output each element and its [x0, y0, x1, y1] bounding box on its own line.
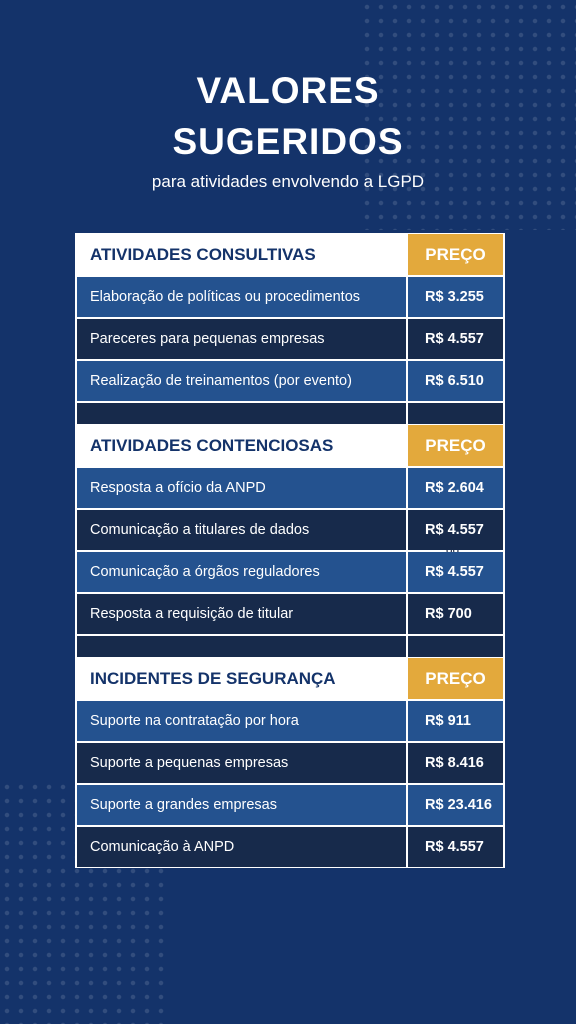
spacer: [408, 636, 503, 657]
price-heading: PREÇO: [408, 425, 503, 466]
row-label: Comunicação à ANPD: [77, 827, 406, 867]
row-price: R$ 8.416: [408, 743, 503, 783]
row-price: R$ 700: [408, 594, 503, 634]
row-price: R$ 4.557: [408, 552, 503, 592]
row-price: R$ 4.557: [408, 827, 503, 867]
row-label: Realização de treinamentos (por evento): [77, 361, 406, 401]
row-label: Resposta a ofício da ANPD: [77, 468, 406, 508]
row-price: R$ 6.510: [408, 361, 503, 401]
row-price: R$ 23.416: [408, 785, 503, 825]
spacer: [77, 636, 406, 657]
title: VALORES: [196, 70, 380, 111]
row-label: Suporte a pequenas empresas: [77, 743, 406, 783]
section-heading: ATIVIDADES CONSULTIVAS: [77, 234, 406, 275]
row-label: Resposta a requisição de titular: [77, 594, 406, 634]
spacer: [408, 403, 503, 424]
row-price: R$ 911: [408, 701, 503, 741]
row-price: R$ 2.604: [408, 468, 503, 508]
row-label: Comunicação a titulares de dados: [77, 510, 406, 550]
subtitle: para atividades envolvendo a LGPD: [151, 172, 425, 191]
row-price: R$ 4.557: [408, 510, 503, 550]
section-heading: ATIVIDADES CONTENCIOSAS: [77, 425, 406, 466]
row-price: R$ 3.255: [408, 277, 503, 317]
section-heading: INCIDENTES DE SEGURANÇA: [77, 658, 406, 699]
row-label: Suporte a grandes empresas: [77, 785, 406, 825]
row-label: Suporte na contratação por hora: [77, 701, 406, 741]
row-label: Comunicação a órgãos reguladores: [77, 552, 406, 592]
row-label: Pareceres para pequenas empresas: [77, 319, 406, 359]
dot-pattern: [360, 0, 576, 230]
price-heading: PREÇO: [408, 658, 503, 699]
row-price: R$ 4.557: [408, 319, 503, 359]
title: SUGERIDOS: [172, 121, 404, 162]
price-heading: PREÇO: [408, 234, 503, 275]
spacer: [77, 403, 406, 424]
row-label: Elaboração de políticas ou procedimentos: [77, 277, 406, 317]
